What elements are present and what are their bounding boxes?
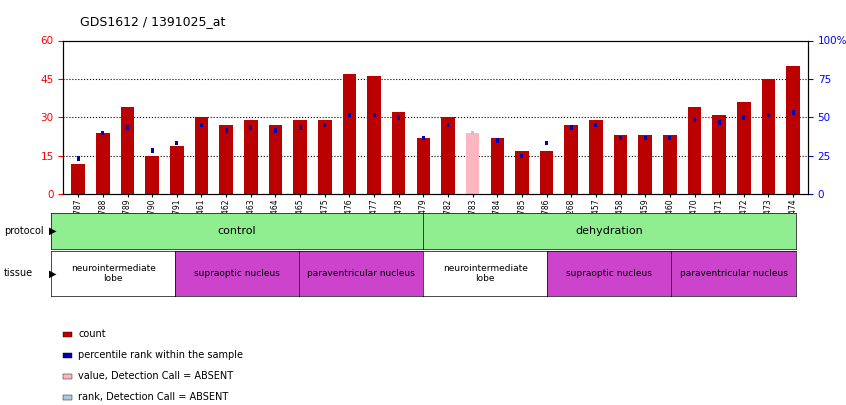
Bar: [787, 66, 800, 194]
Bar: [693, 118, 696, 122]
Bar: [491, 138, 504, 194]
Bar: [515, 151, 529, 194]
Bar: [717, 120, 721, 125]
Bar: [496, 138, 499, 143]
Text: protocol: protocol: [4, 226, 44, 236]
Text: supraoptic nucleus: supraoptic nucleus: [567, 269, 652, 278]
Bar: [219, 125, 233, 194]
Bar: [619, 136, 622, 140]
Text: ▶: ▶: [49, 269, 56, 278]
Bar: [151, 149, 154, 153]
Bar: [737, 102, 750, 194]
Bar: [71, 164, 85, 194]
Text: paraventricular nucleus: paraventricular nucleus: [307, 269, 415, 278]
Bar: [442, 117, 455, 194]
Bar: [195, 117, 208, 194]
Bar: [564, 125, 578, 194]
Bar: [761, 79, 775, 194]
Bar: [170, 146, 184, 194]
Bar: [269, 125, 283, 194]
Bar: [175, 141, 179, 145]
Text: control: control: [218, 226, 256, 236]
Bar: [570, 126, 573, 130]
Bar: [318, 120, 332, 194]
Bar: [250, 126, 252, 130]
Bar: [688, 107, 701, 194]
Bar: [644, 136, 646, 140]
Text: value, Detection Call = ABSENT: value, Detection Call = ABSENT: [79, 371, 233, 381]
Bar: [792, 110, 794, 115]
Bar: [77, 156, 80, 161]
Bar: [416, 138, 430, 194]
Bar: [244, 120, 257, 194]
Bar: [447, 123, 449, 128]
Bar: [471, 130, 474, 135]
Bar: [343, 74, 356, 194]
Bar: [595, 123, 597, 128]
Bar: [96, 133, 110, 194]
Bar: [225, 128, 228, 132]
Text: percentile rank within the sample: percentile rank within the sample: [79, 350, 244, 360]
Text: count: count: [79, 329, 106, 339]
Text: tissue: tissue: [4, 269, 33, 278]
Bar: [294, 120, 307, 194]
Bar: [589, 120, 602, 194]
Bar: [146, 156, 159, 194]
Text: supraoptic nucleus: supraoptic nucleus: [195, 269, 280, 278]
Bar: [639, 135, 652, 194]
Text: rank, Detection Call = ABSENT: rank, Detection Call = ABSENT: [79, 392, 228, 402]
Text: neurointermediate
lobe: neurointermediate lobe: [443, 264, 528, 283]
Bar: [663, 135, 677, 194]
Bar: [299, 126, 301, 130]
Text: ▶: ▶: [49, 226, 56, 236]
Bar: [274, 128, 277, 132]
Bar: [767, 113, 770, 117]
Bar: [372, 113, 376, 117]
Text: paraventricular nucleus: paraventricular nucleus: [679, 269, 788, 278]
Bar: [121, 107, 135, 194]
Bar: [540, 151, 553, 194]
Bar: [742, 115, 745, 120]
Bar: [367, 77, 381, 194]
Bar: [126, 126, 129, 130]
Bar: [422, 136, 425, 140]
Bar: [323, 123, 327, 128]
Text: neurointermediate
lobe: neurointermediate lobe: [71, 264, 156, 283]
Bar: [668, 136, 672, 140]
Bar: [466, 133, 480, 194]
Bar: [712, 115, 726, 194]
Bar: [392, 112, 405, 194]
Bar: [200, 123, 203, 128]
Bar: [398, 115, 400, 120]
Bar: [520, 153, 524, 158]
Bar: [545, 141, 548, 145]
Bar: [614, 135, 628, 194]
Bar: [348, 113, 351, 117]
Text: dehydration: dehydration: [575, 226, 643, 236]
Bar: [102, 130, 104, 135]
Text: GDS1612 / 1391025_at: GDS1612 / 1391025_at: [80, 15, 226, 28]
